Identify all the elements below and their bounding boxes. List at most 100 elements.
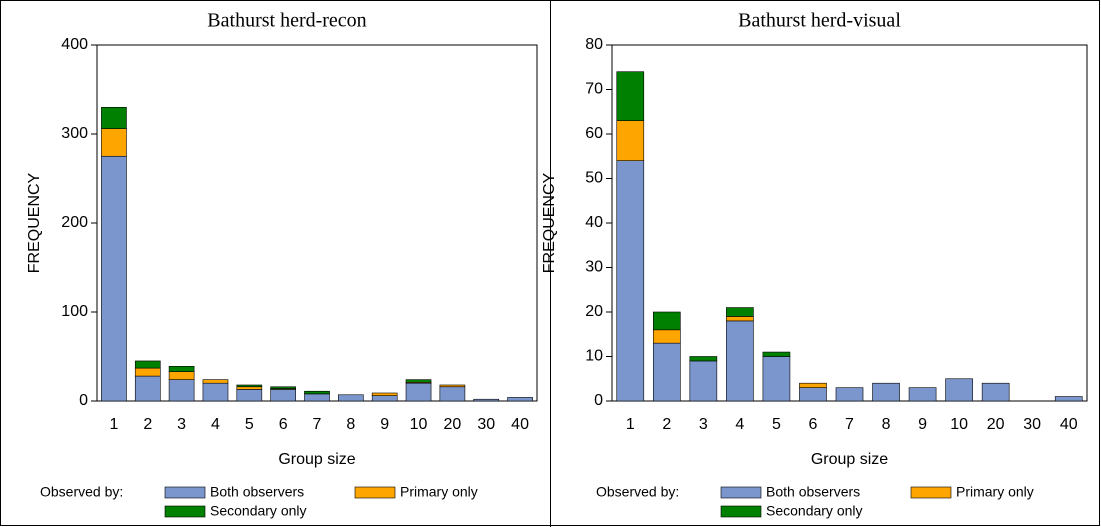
x-tick-label: 5	[772, 416, 781, 433]
bar-segment	[799, 382, 827, 388]
y-tick-label: 50	[585, 170, 603, 187]
bar-segment	[872, 382, 900, 402]
bar-segment	[616, 71, 645, 121]
y-axis-label: FREQUENCY	[26, 172, 43, 273]
bar-segment	[101, 128, 127, 157]
bar-segment	[168, 365, 195, 372]
bar-segment	[726, 316, 754, 322]
bar-segment	[762, 356, 791, 402]
bar-segment	[835, 387, 864, 402]
y-tick-label: 30	[585, 259, 603, 276]
bar-segment	[405, 379, 432, 383]
legend-label: Secondary only	[210, 503, 307, 519]
x-tick-label: 6	[809, 416, 818, 433]
bar-segment	[270, 386, 296, 389]
bar-segment	[101, 107, 127, 129]
x-tick-label: 20	[987, 416, 1005, 433]
plot-area	[611, 44, 1088, 402]
x-tick-label: 8	[346, 416, 355, 433]
bar-segment	[1054, 396, 1083, 402]
x-tick-label: 40	[511, 416, 529, 433]
x-tick-label: 7	[845, 416, 854, 433]
bar-segment	[168, 379, 195, 402]
x-tick-label: 1	[626, 416, 635, 433]
legend-swatch	[164, 505, 206, 518]
legend-swatch	[910, 486, 952, 499]
x-tick-label: 9	[918, 416, 927, 433]
y-tick-label: 40	[585, 214, 603, 231]
y-tick-label: 0	[79, 392, 88, 409]
bar-segment	[689, 356, 718, 362]
x-tick-label: 9	[380, 416, 389, 433]
chart-title: Bathurst herd-recon	[207, 10, 366, 32]
legend-label: Secondary only	[766, 503, 863, 519]
x-tick-label: 4	[735, 416, 744, 433]
legend-swatch	[720, 505, 762, 518]
bar-segment	[616, 160, 645, 402]
bar-segment	[101, 155, 127, 402]
bar-segment	[439, 386, 466, 402]
x-tick-label: 5	[245, 416, 254, 433]
x-tick-label: 10	[950, 416, 968, 433]
bar-segment	[202, 379, 229, 384]
bar-segment	[236, 386, 263, 390]
legend-title: Observed by:	[596, 484, 679, 500]
x-tick-label: 2	[662, 416, 671, 433]
y-tick-label: 400	[61, 36, 88, 53]
bar-segment	[236, 389, 263, 402]
bar-segment	[168, 371, 195, 380]
bar-segment	[981, 382, 1010, 402]
y-tick-label: 0	[594, 392, 603, 409]
bar-segment	[134, 367, 161, 377]
bar-segment	[726, 307, 754, 317]
bar-segment	[371, 392, 398, 396]
y-tick-label: 20	[585, 303, 603, 320]
plot-area	[96, 44, 538, 402]
y-tick-label: 70	[585, 81, 603, 98]
bar-segment	[134, 360, 161, 369]
x-tick-label: 1	[109, 416, 118, 433]
y-tick-label: 200	[61, 214, 88, 231]
bar-segment	[338, 394, 364, 402]
bar-segment	[304, 393, 330, 402]
bar-segment	[616, 120, 645, 162]
bar-segment	[689, 360, 718, 402]
legend-swatch	[164, 486, 206, 499]
bar-segment	[945, 378, 973, 402]
x-tick-label: 3	[177, 416, 186, 433]
bar-segment	[405, 382, 432, 402]
legend-label: Both observers	[210, 484, 304, 500]
x-tick-label: 30	[1023, 416, 1041, 433]
legend-label: Primary only	[956, 484, 1034, 500]
y-tick-label: 100	[61, 303, 88, 320]
y-tick-label: 300	[61, 125, 88, 142]
x-tick-label: 10	[410, 416, 428, 433]
bar-segment	[202, 382, 229, 402]
bar-segment	[652, 311, 681, 331]
x-tick-label: 6	[279, 416, 288, 433]
bar-segment	[908, 387, 937, 402]
x-tick-label: 2	[143, 416, 152, 433]
bar-segment	[473, 398, 500, 402]
bar-segment	[236, 384, 263, 388]
y-tick-label: 80	[585, 36, 603, 53]
bar-segment	[134, 375, 161, 402]
bar-segment	[507, 397, 533, 402]
bar-segment	[652, 329, 681, 344]
chart-title: Bathurst herd-visual	[738, 10, 901, 32]
x-tick-label: 40	[1060, 416, 1078, 433]
legend-swatch	[720, 486, 762, 499]
bar-segment	[652, 342, 681, 402]
x-tick-label: 3	[699, 416, 708, 433]
bar-segment	[304, 390, 330, 395]
x-tick-label: 30	[477, 416, 495, 433]
y-tick-label: 10	[585, 348, 603, 365]
bar-segment	[439, 384, 466, 388]
legend-title: Observed by:	[40, 484, 123, 500]
x-tick-label: 4	[211, 416, 220, 433]
legend-label: Primary only	[400, 484, 478, 500]
legend-label: Both observers	[766, 484, 860, 500]
x-tick-label: 8	[882, 416, 891, 433]
x-axis-label: Group size	[278, 451, 355, 468]
